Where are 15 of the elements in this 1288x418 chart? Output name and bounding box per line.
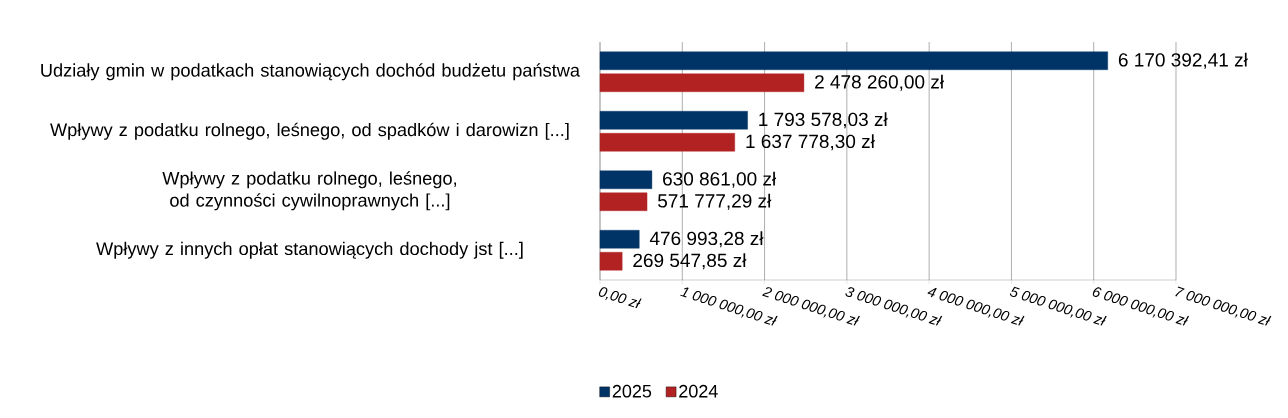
y-tick-label: Udziały gmin w podatkach stanowiących dochód budżetu państwa [41, 63, 580, 81]
data-label: 476 993,28 zł [649, 231, 764, 248]
data-label: 1 637 778,30 zł [746, 134, 875, 151]
y-tick-label: Wpływy z innych opłat stanowiących dochody jst [...] [96, 241, 523, 259]
data-label: 571 777,29 zł [658, 193, 772, 210]
legend-label: 2025 [612, 384, 652, 398]
data-label: 269 547,85 zł [633, 253, 747, 270]
data-label: 6 170 392,41 zł [1118, 52, 1248, 69]
data-label: 2 478 260,00 zł [815, 74, 944, 91]
y-tick-label: Wpływy z podatku rolnego, leśnego, od czynności cywilnoprawnych [...] [162, 171, 456, 211]
x-tick-label: 0,00 zł [598, 287, 642, 309]
legend-label: 2024 [679, 384, 718, 398]
data-label: 1 793 578,03 zł [759, 112, 888, 129]
data-label: 630 861,00 zł [663, 171, 777, 188]
y-tick-label: Wpływy z podatku rolnego, leśnego, od spadków i darowizn [...] [50, 122, 569, 140]
